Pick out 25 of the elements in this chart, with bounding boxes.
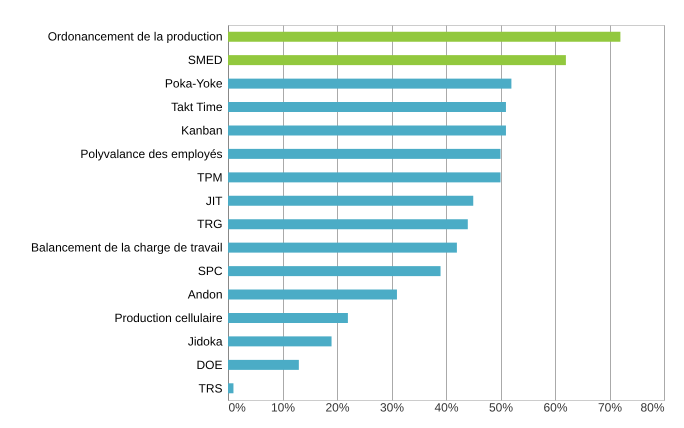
- y-tick-label: Polyvalance des employés: [80, 146, 222, 161]
- x-tick-label: 30%: [380, 400, 404, 414]
- y-tick-label: Balancement de la charge de travail: [31, 240, 222, 255]
- x-tick-label: 0%: [228, 400, 246, 414]
- y-tick-label: Kanban: [181, 123, 222, 138]
- y-tick-label: SPC: [198, 264, 223, 278]
- y-tick-label: Andon: [188, 288, 222, 302]
- y-tick-label: Production cellulaire: [114, 310, 223, 325]
- y-tick-label: TRG: [197, 217, 222, 232]
- x-tick-label: 60%: [543, 400, 568, 414]
- y-tick-label: Takt Time: [171, 100, 223, 114]
- x-tick-label: 80%: [640, 400, 665, 414]
- y-tick-label: Jidoka: [188, 334, 223, 348]
- y-tick-label: Ordonancement de la production: [48, 30, 222, 44]
- y-tick-label: TRS: [198, 381, 222, 396]
- y-tick-label: TPM: [197, 170, 222, 184]
- y-tick-label: DOE: [196, 358, 222, 372]
- x-tick-label: 50%: [488, 400, 514, 414]
- x-tick-label: 70%: [598, 400, 622, 414]
- y-tick-label: SMED: [188, 53, 223, 68]
- x-tick-label: 10%: [270, 400, 296, 414]
- x-tick-label: 20%: [325, 400, 350, 414]
- y-tick-label: Poka-Yoke: [164, 76, 223, 91]
- x-tick-label: 40%: [434, 400, 459, 414]
- y-tick-label: JIT: [206, 194, 224, 208]
